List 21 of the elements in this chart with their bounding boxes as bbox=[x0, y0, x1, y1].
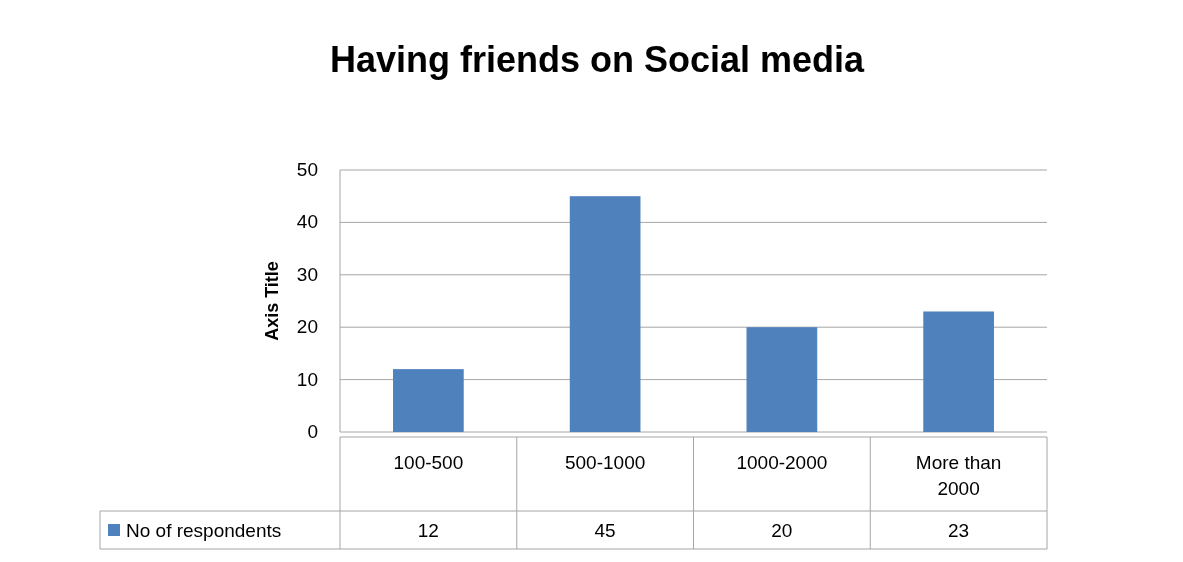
data-label: 20 bbox=[771, 520, 793, 541]
x-tick-label: 500-1000 bbox=[564, 452, 646, 473]
y-tick-label: 30 bbox=[296, 263, 318, 285]
y-tick-label: 50 bbox=[296, 159, 318, 180]
data-label: 45 bbox=[594, 520, 616, 541]
data-label: 12 bbox=[417, 520, 439, 541]
y-axis-title: Axis Title bbox=[262, 261, 282, 341]
bar bbox=[393, 369, 464, 432]
chart-title: Having friends on Social media bbox=[329, 39, 866, 80]
legend-label: No of respondents bbox=[126, 520, 282, 541]
x-tick-label: 100-500 bbox=[393, 452, 464, 473]
bar bbox=[923, 311, 994, 432]
bar bbox=[569, 196, 641, 432]
y-tick-label: 0 bbox=[307, 421, 318, 442]
x-tick-label: 1000-2000 bbox=[736, 452, 828, 473]
y-tick-label: 10 bbox=[296, 368, 318, 390]
x-tick-label: More than 2000 bbox=[915, 452, 1002, 499]
y-tick-label: 40 bbox=[296, 211, 318, 233]
data-label: 23 bbox=[948, 520, 970, 541]
y-tick-label: 20 bbox=[296, 316, 318, 338]
bar bbox=[746, 327, 818, 432]
